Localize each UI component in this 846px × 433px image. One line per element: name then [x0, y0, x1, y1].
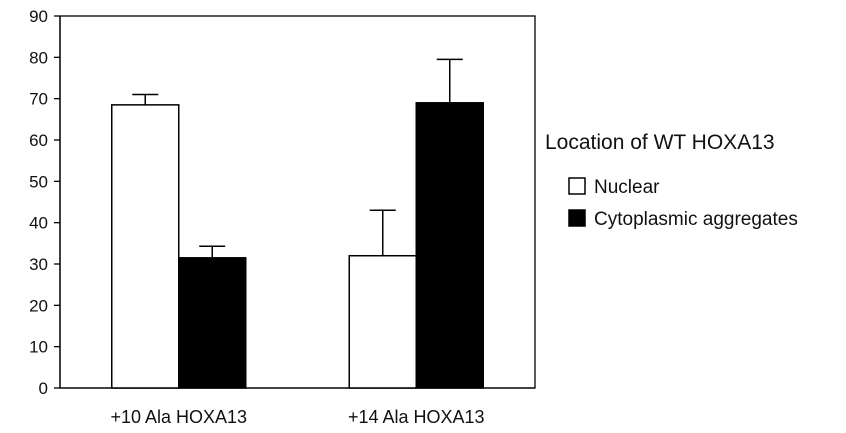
- y-tick-label: 50: [29, 172, 48, 191]
- category-labels: +10 Ala HOXA13 +14 Ala HOXA13: [110, 407, 484, 427]
- y-tick-label: 40: [29, 214, 48, 233]
- y-tick-label: 20: [29, 296, 48, 315]
- bar-nuclear: [348, 254, 417, 389]
- legend-label-nuclear: Nuclear: [594, 177, 660, 198]
- legend-title: Location of WT HOXA13: [545, 131, 775, 154]
- y-tick-label: 80: [29, 48, 48, 67]
- y-axis-ticks: 0 10 20 30 40 50 60 70 80 90: [29, 7, 60, 398]
- x-category-label: +14 Ala HOXA13: [348, 407, 485, 427]
- y-tick-label: 30: [29, 255, 48, 274]
- bars-group: [111, 102, 484, 389]
- legend-swatch-nuclear: [568, 177, 586, 195]
- legend-label-cytoplasmic: Cytoplasmic aggregates: [594, 209, 798, 230]
- y-tick-label: 60: [29, 131, 48, 150]
- error-bars-group: [132, 58, 463, 258]
- bar-cytoplasmic: [178, 257, 247, 389]
- y-tick-label: 10: [29, 338, 48, 357]
- bar-cytoplasmic: [415, 102, 484, 389]
- y-tick-label: 90: [29, 7, 48, 26]
- bar-nuclear: [111, 104, 180, 389]
- legend-swatch-cytoplasmic: [568, 209, 586, 227]
- y-tick-label: 0: [39, 379, 48, 398]
- x-category-label: +10 Ala HOXA13: [110, 407, 247, 427]
- y-tick-label: 70: [29, 90, 48, 109]
